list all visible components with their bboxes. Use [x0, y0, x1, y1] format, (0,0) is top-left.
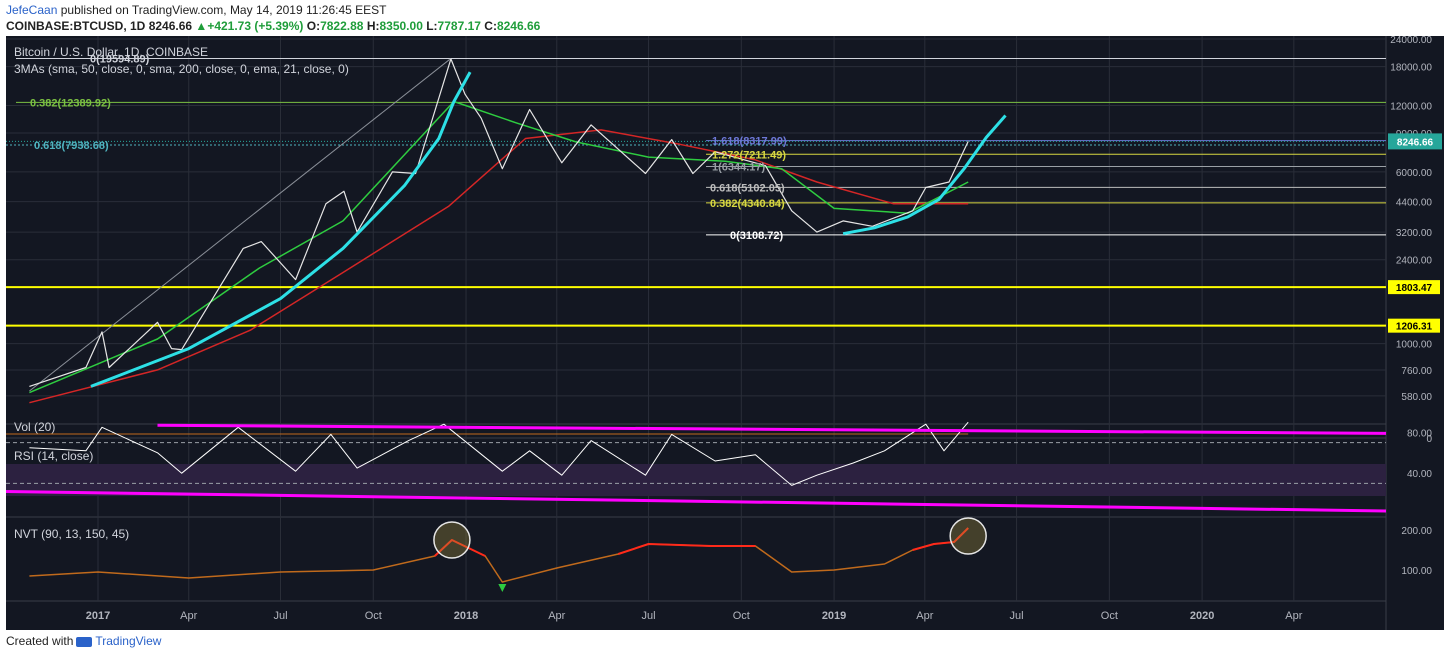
close-label: C: [484, 19, 497, 33]
y-tick-label: 3200.00 [1396, 228, 1433, 239]
last-price-label: 8246.66 [1397, 137, 1434, 148]
x-tick-label: Jul [273, 610, 287, 622]
chart-marks [6, 57, 1387, 592]
rsi-tick-label: 40.00 [1407, 469, 1432, 480]
y-tick-label: 760.00 [1401, 366, 1432, 377]
nvt-signal-2019 [912, 527, 969, 551]
x-tick-label: Jul [642, 610, 656, 622]
volume-tick-label: 0 [1426, 434, 1432, 445]
y-tick-label: 1000.00 [1396, 340, 1433, 351]
price-change: +421.73 (+5.39%) [207, 19, 304, 33]
created-with-text: Created with [6, 634, 74, 648]
fib-level-label: 0.618(7938.68) [34, 140, 109, 152]
author-link[interactable]: JefeCaan [6, 3, 58, 17]
close-value: 8246.66 [496, 19, 541, 33]
fib-level-label: 0(19594.89) [90, 53, 150, 65]
fib-level-label: 1.618(8317.99) [712, 136, 787, 148]
support-price-tag [1388, 280, 1440, 295]
y-tick-label: 12000.00 [1390, 101, 1432, 112]
high-value: 8350.00 [379, 19, 423, 33]
high-label: H: [366, 19, 380, 33]
down-arrow-icon [498, 584, 507, 592]
ohlc-bar: COINBASE:BTCUSD, 1D 8246.66 ▲+421.73 (+5… [6, 19, 540, 34]
fib-level-label: 1(6344.17) [712, 162, 766, 174]
open-value: 7822.88 [320, 19, 364, 33]
rsi-band-fill [6, 464, 1386, 496]
fib-level-label: 0.382(4340.84) [710, 198, 785, 210]
chart-title: Bitcoin / U.S. Dollar, 1D, COINBASE [14, 45, 208, 59]
nvt-tick-label: 200.00 [1401, 526, 1432, 537]
low-value: 7787.17 [437, 19, 481, 33]
nvt-signal-2018 [617, 543, 756, 555]
grid [6, 36, 1387, 630]
x-tick-label: 2017 [86, 610, 110, 622]
x-tick-label: 2019 [822, 610, 846, 622]
last-price: 8246.66 [148, 19, 193, 33]
x-tick-label: Apr [916, 610, 933, 622]
x-tick-label: 2020 [1190, 610, 1214, 622]
x-tick-label: Oct [733, 610, 750, 622]
sma50-line [29, 100, 969, 394]
x-tick-label: 2018 [454, 610, 478, 622]
rsi-upper-trendline [157, 423, 1387, 435]
rsi-panel-label: RSI (14, close) [14, 449, 93, 463]
trend-curve-2019 [842, 114, 1007, 236]
tradingview-link[interactable]: TradingView [95, 634, 162, 648]
support-price-label: 1206.31 [1396, 322, 1433, 333]
support-price-tag [1388, 318, 1440, 333]
x-tick-label: Apr [180, 610, 197, 622]
x-tick-label: Oct [1101, 610, 1118, 622]
x-tick-label: Apr [1285, 610, 1302, 622]
x-tick-label: Oct [365, 610, 382, 622]
footer: Created with TradingView [6, 634, 161, 648]
fib-level-label: 0.382(12389.92) [30, 97, 111, 109]
x-tick-label: Jul [1010, 610, 1024, 622]
published-text: published on TradingView.com, May 14, 20… [60, 3, 387, 17]
y-tick-label: 580.00 [1401, 392, 1432, 403]
y-tick-label: 24000.00 [1390, 36, 1432, 46]
publish-info: JefeCaan published on TradingView.com, M… [6, 3, 386, 18]
rsi-line [29, 421, 969, 486]
nvt-highlight-circle [949, 517, 987, 555]
nvt-highlight-circle [433, 521, 471, 559]
chart-labels: 2017 Apr Jul Oct 2018 Apr Jul Oct 2019 Apr Jul Oct 2… [30, 36, 1442, 622]
symbol-label: COINBASE:BTCUSD, 1D [6, 19, 146, 33]
x-tick-label: Apr [548, 610, 565, 622]
y-tick-label: 2400.00 [1396, 256, 1433, 267]
chart-background [6, 36, 1444, 630]
indicator-label: 3MAs (sma, 50, close, 0, sma, 200, close… [14, 62, 349, 76]
nvt-panel-label: NVT (90, 13, 150, 45) [14, 527, 129, 541]
open-label: O: [306, 19, 321, 33]
y-tick-label: 6000.00 [1396, 168, 1433, 179]
fib-level-label: 0(3108.72) [730, 230, 784, 242]
rsi-tick-label: 80.00 [1407, 428, 1432, 439]
up-triangle-icon: ▲ [195, 19, 208, 33]
support-price-label: 1803.47 [1396, 283, 1433, 294]
nvt-tick-label: 100.00 [1401, 566, 1432, 577]
y-tick-label: 4400.00 [1396, 198, 1433, 209]
fib-level-label: 0.618(5102.05) [710, 182, 785, 194]
y-tick-label: 18000.00 [1390, 63, 1432, 74]
tradingview-logo-icon [76, 636, 93, 647]
price-line [29, 58, 969, 387]
rsi-lower-trendline [6, 490, 1387, 513]
fib-level-label: 1.272(7211.49) [712, 149, 786, 161]
volume-panel-label: Vol (20) [14, 420, 55, 434]
trend-curve-2017 [90, 71, 472, 388]
sma200-line [29, 129, 969, 404]
price-chart[interactable]: 2017 Apr Jul Oct 2018 Apr Jul Oct 2019 Apr Jul Oct 2… [6, 36, 1444, 630]
last-price-tag [1388, 133, 1442, 150]
low-label: L: [426, 19, 438, 33]
nvt-signal-2017 [434, 539, 486, 557]
